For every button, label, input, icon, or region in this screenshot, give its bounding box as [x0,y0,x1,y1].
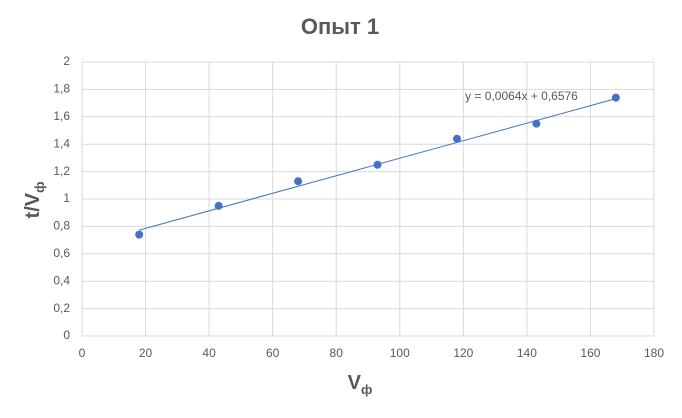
x-tick-label: 140 [517,346,537,360]
y-tick-label: 1,4 [53,136,70,150]
x-axis-label: Vф [348,372,373,397]
y-axis-label: t/Vф [22,182,47,219]
y-axis-label-main: t/V [22,192,44,218]
point [214,201,223,210]
x-axis-label-main: V [348,372,362,394]
x-tick-label: 160 [580,346,600,360]
point [452,134,461,143]
y-tick-label: 1,6 [53,109,70,123]
y-tick-label: 1,8 [53,82,70,96]
y-tick-label: 0,6 [53,246,70,260]
y-tick-label: 0,2 [53,301,70,315]
point [532,119,541,128]
trendline-label: y = 0,0064x + 0,6576 [465,89,578,103]
point [611,93,620,102]
y-tick-label: 0,4 [53,273,70,287]
chart-title: Опыт 1 [301,14,379,39]
y-tick-label: 2 [63,54,70,68]
y-tick-label: 0,8 [53,219,70,233]
x-tick-label: 100 [390,346,410,360]
point [373,160,382,169]
y-axis-label-sub: ф [32,182,47,193]
x-tick-label: 40 [202,346,216,360]
x-tick-label: 60 [266,346,280,360]
y-tick-label: 0 [63,328,70,342]
x-axis-label-sub: ф [361,382,372,397]
x-tick-label: 0 [79,346,86,360]
x-tick-label: 180 [644,346,664,360]
x-tick-label: 80 [330,346,344,360]
y-tick-label: 1 [63,191,70,205]
x-tick-label: 120 [453,346,473,360]
point [294,177,303,186]
x-tick-label: 20 [139,346,153,360]
point [135,230,144,239]
y-tick-label: 1,2 [53,164,70,178]
